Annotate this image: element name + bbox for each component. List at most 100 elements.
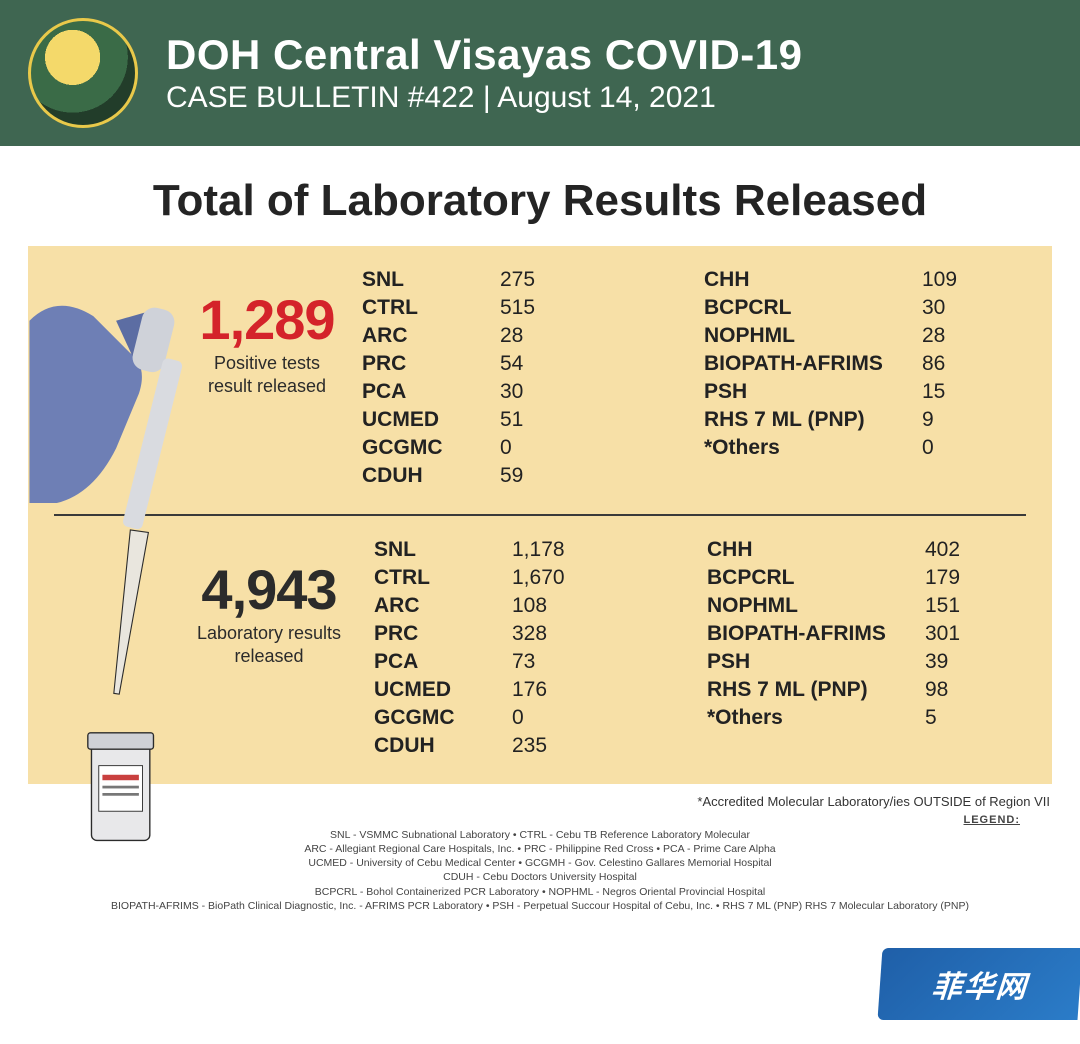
lab-name: CDUH	[362, 464, 482, 488]
lab-row: CDUH 59	[362, 464, 690, 488]
lab-value: 73	[512, 650, 572, 674]
lab-row: ARC 108	[374, 594, 693, 618]
lab-row: SNL1,178	[374, 538, 693, 562]
lab-name: UCMED	[374, 678, 494, 702]
lab-value: 235	[512, 734, 572, 758]
lab-value: 515	[500, 296, 560, 320]
lab-name: BIOPATH-AFRIMS	[704, 352, 904, 376]
lab-value: 28	[500, 324, 560, 348]
lab-name: PRC	[374, 622, 494, 646]
total-labs-grid: SNL1,178 CTRL 1,670 ARC 108 PRC 328 PCA 73 UCMED 1…	[354, 538, 1026, 758]
lab-value: 30	[922, 296, 982, 320]
legend-heading: LEGEND:	[30, 813, 1020, 828]
lab-name: *Others	[704, 436, 904, 460]
lab-name: *Others	[707, 706, 907, 730]
lab-row: GCGMC0	[362, 436, 690, 460]
legend-line: UCMED - University of Cebu Medical Cente…	[30, 856, 1050, 870]
lab-name: SNL	[362, 268, 482, 292]
positive-label: Positive tests result released	[192, 352, 342, 397]
lab-row: UCMED 176	[374, 678, 693, 702]
lab-row: BCPCRL179	[707, 566, 1026, 590]
lab-name: UCMED	[362, 408, 482, 432]
positive-count: 1,289	[192, 292, 342, 348]
positive-labs-grid: SNL275CTRL515ARC28PRC54PCA30UCMED51GCGMC…	[342, 268, 1032, 488]
lab-name: ARC	[374, 594, 494, 618]
lab-value: 301	[925, 622, 985, 646]
positive-section: 1,289 Positive tests result released SNL…	[28, 246, 1052, 514]
lab-row: CTRL 515	[362, 296, 690, 320]
lab-value: 328	[512, 622, 572, 646]
lab-name: CHH	[707, 538, 907, 562]
header-subtitle: CASE BULLETIN #422 | August 14, 2021	[166, 81, 802, 115]
total-labs-col1: SNL1,178 CTRL 1,670 ARC 108 PRC 328 PCA 73 UCMED 1…	[374, 538, 693, 758]
lab-value: 59	[500, 464, 560, 488]
header-text-block: DOH Central Visayas COVID-19 CASE BULLET…	[166, 31, 802, 115]
lab-name: ARC	[362, 324, 482, 348]
main-title: Total of Laboratory Results Released	[0, 176, 1080, 226]
lab-value: 86	[922, 352, 982, 376]
lab-row: *Others 5	[707, 706, 1026, 730]
positive-summary: 1,289 Positive tests result released	[42, 268, 342, 488]
lab-row: NOPHML28	[704, 324, 1032, 348]
lab-value: 5	[925, 706, 985, 730]
lab-value: 0	[512, 706, 572, 730]
lab-name: PCA	[362, 380, 482, 404]
total-summary: 4,943 Laboratory results released	[54, 538, 354, 758]
lab-name: PCA	[374, 650, 494, 674]
lab-value: 15	[922, 380, 982, 404]
legend-line: BIOPATH-AFRIMS - BioPath Clinical Diagno…	[30, 899, 1050, 913]
lab-name: GCGMC	[374, 706, 494, 730]
lab-name: RHS 7 ML (PNP)	[704, 408, 904, 432]
lab-row: CHH109	[704, 268, 1032, 292]
lab-value: 28	[922, 324, 982, 348]
legend-line: ARC - Allegiant Regional Care Hospitals,…	[30, 842, 1050, 856]
bulletin-header: DOH Central Visayas COVID-19 CASE BULLET…	[0, 0, 1080, 146]
lab-name: CTRL	[362, 296, 482, 320]
lab-row: CDUH 235	[374, 734, 693, 758]
lab-value: 275	[500, 268, 560, 292]
others-footnote: *Accredited Molecular Laboratory/ies OUT…	[30, 794, 1050, 809]
total-labs-col2: CHH 402 BCPCRL179 NOPHML 151 BIOPATH-AFRIMS 30…	[707, 538, 1026, 758]
lab-value: 402	[925, 538, 985, 562]
lab-name: PSH	[707, 650, 907, 674]
lab-value: 1,670	[512, 566, 572, 590]
lab-row: PCA30	[362, 380, 690, 404]
lab-value: 39	[925, 650, 985, 674]
lab-value: 9	[922, 408, 982, 432]
lab-value: 98	[925, 678, 985, 702]
lab-name: RHS 7 ML (PNP)	[707, 678, 907, 702]
positive-labs-col1: SNL 275 CTRL 515 ARC 28 PRC54 PCA30 UCMED 51 GCGMC…	[362, 268, 690, 488]
doh-seal-icon	[28, 18, 138, 128]
lab-row: SNL 275	[362, 268, 690, 292]
lab-row: PCA 73	[374, 650, 693, 674]
lab-row: RHS 7 ML (PNP) 9	[704, 408, 1032, 432]
lab-value: 108	[512, 594, 572, 618]
legend-line: SNL - VSMMC Subnational Laboratory • CTR…	[30, 828, 1050, 842]
lab-value: 151	[925, 594, 985, 618]
total-label: Laboratory results released	[184, 622, 354, 667]
legend-lines: SNL - VSMMC Subnational Laboratory • CTR…	[30, 828, 1050, 913]
lab-row: PSH15	[704, 380, 1032, 404]
lab-value: 0	[922, 436, 982, 460]
lab-row: PRC 328	[374, 622, 693, 646]
lab-row: CTRL 1,670	[374, 566, 693, 590]
legend-line: BCPCRL - Bohol Containerized PCR Laborat…	[30, 885, 1050, 899]
lab-name: CDUH	[374, 734, 494, 758]
lab-row: GCGMC 0	[374, 706, 693, 730]
lab-value: 51	[500, 408, 560, 432]
lab-name: CTRL	[374, 566, 494, 590]
lab-row: PRC54	[362, 352, 690, 376]
lab-name: NOPHML	[707, 594, 907, 618]
total-section: 4,943 Laboratory results released SNL1,1…	[54, 514, 1026, 784]
header-title: DOH Central Visayas COVID-19	[166, 31, 802, 79]
legend-line: CDUH - Cebu Doctors University Hospital	[30, 870, 1050, 884]
lab-row: BIOPATH-AFRIMS 86	[704, 352, 1032, 376]
total-count: 4,943	[184, 562, 354, 618]
lab-name: GCGMC	[362, 436, 482, 460]
lab-row: CHH 402	[707, 538, 1026, 562]
lab-row: RHS 7 ML (PNP) 98	[707, 678, 1026, 702]
results-card: 1,289 Positive tests result released SNL…	[28, 246, 1052, 784]
lab-value: 176	[512, 678, 572, 702]
lab-name: BIOPATH-AFRIMS	[707, 622, 907, 646]
lab-row: ARC 28	[362, 324, 690, 348]
